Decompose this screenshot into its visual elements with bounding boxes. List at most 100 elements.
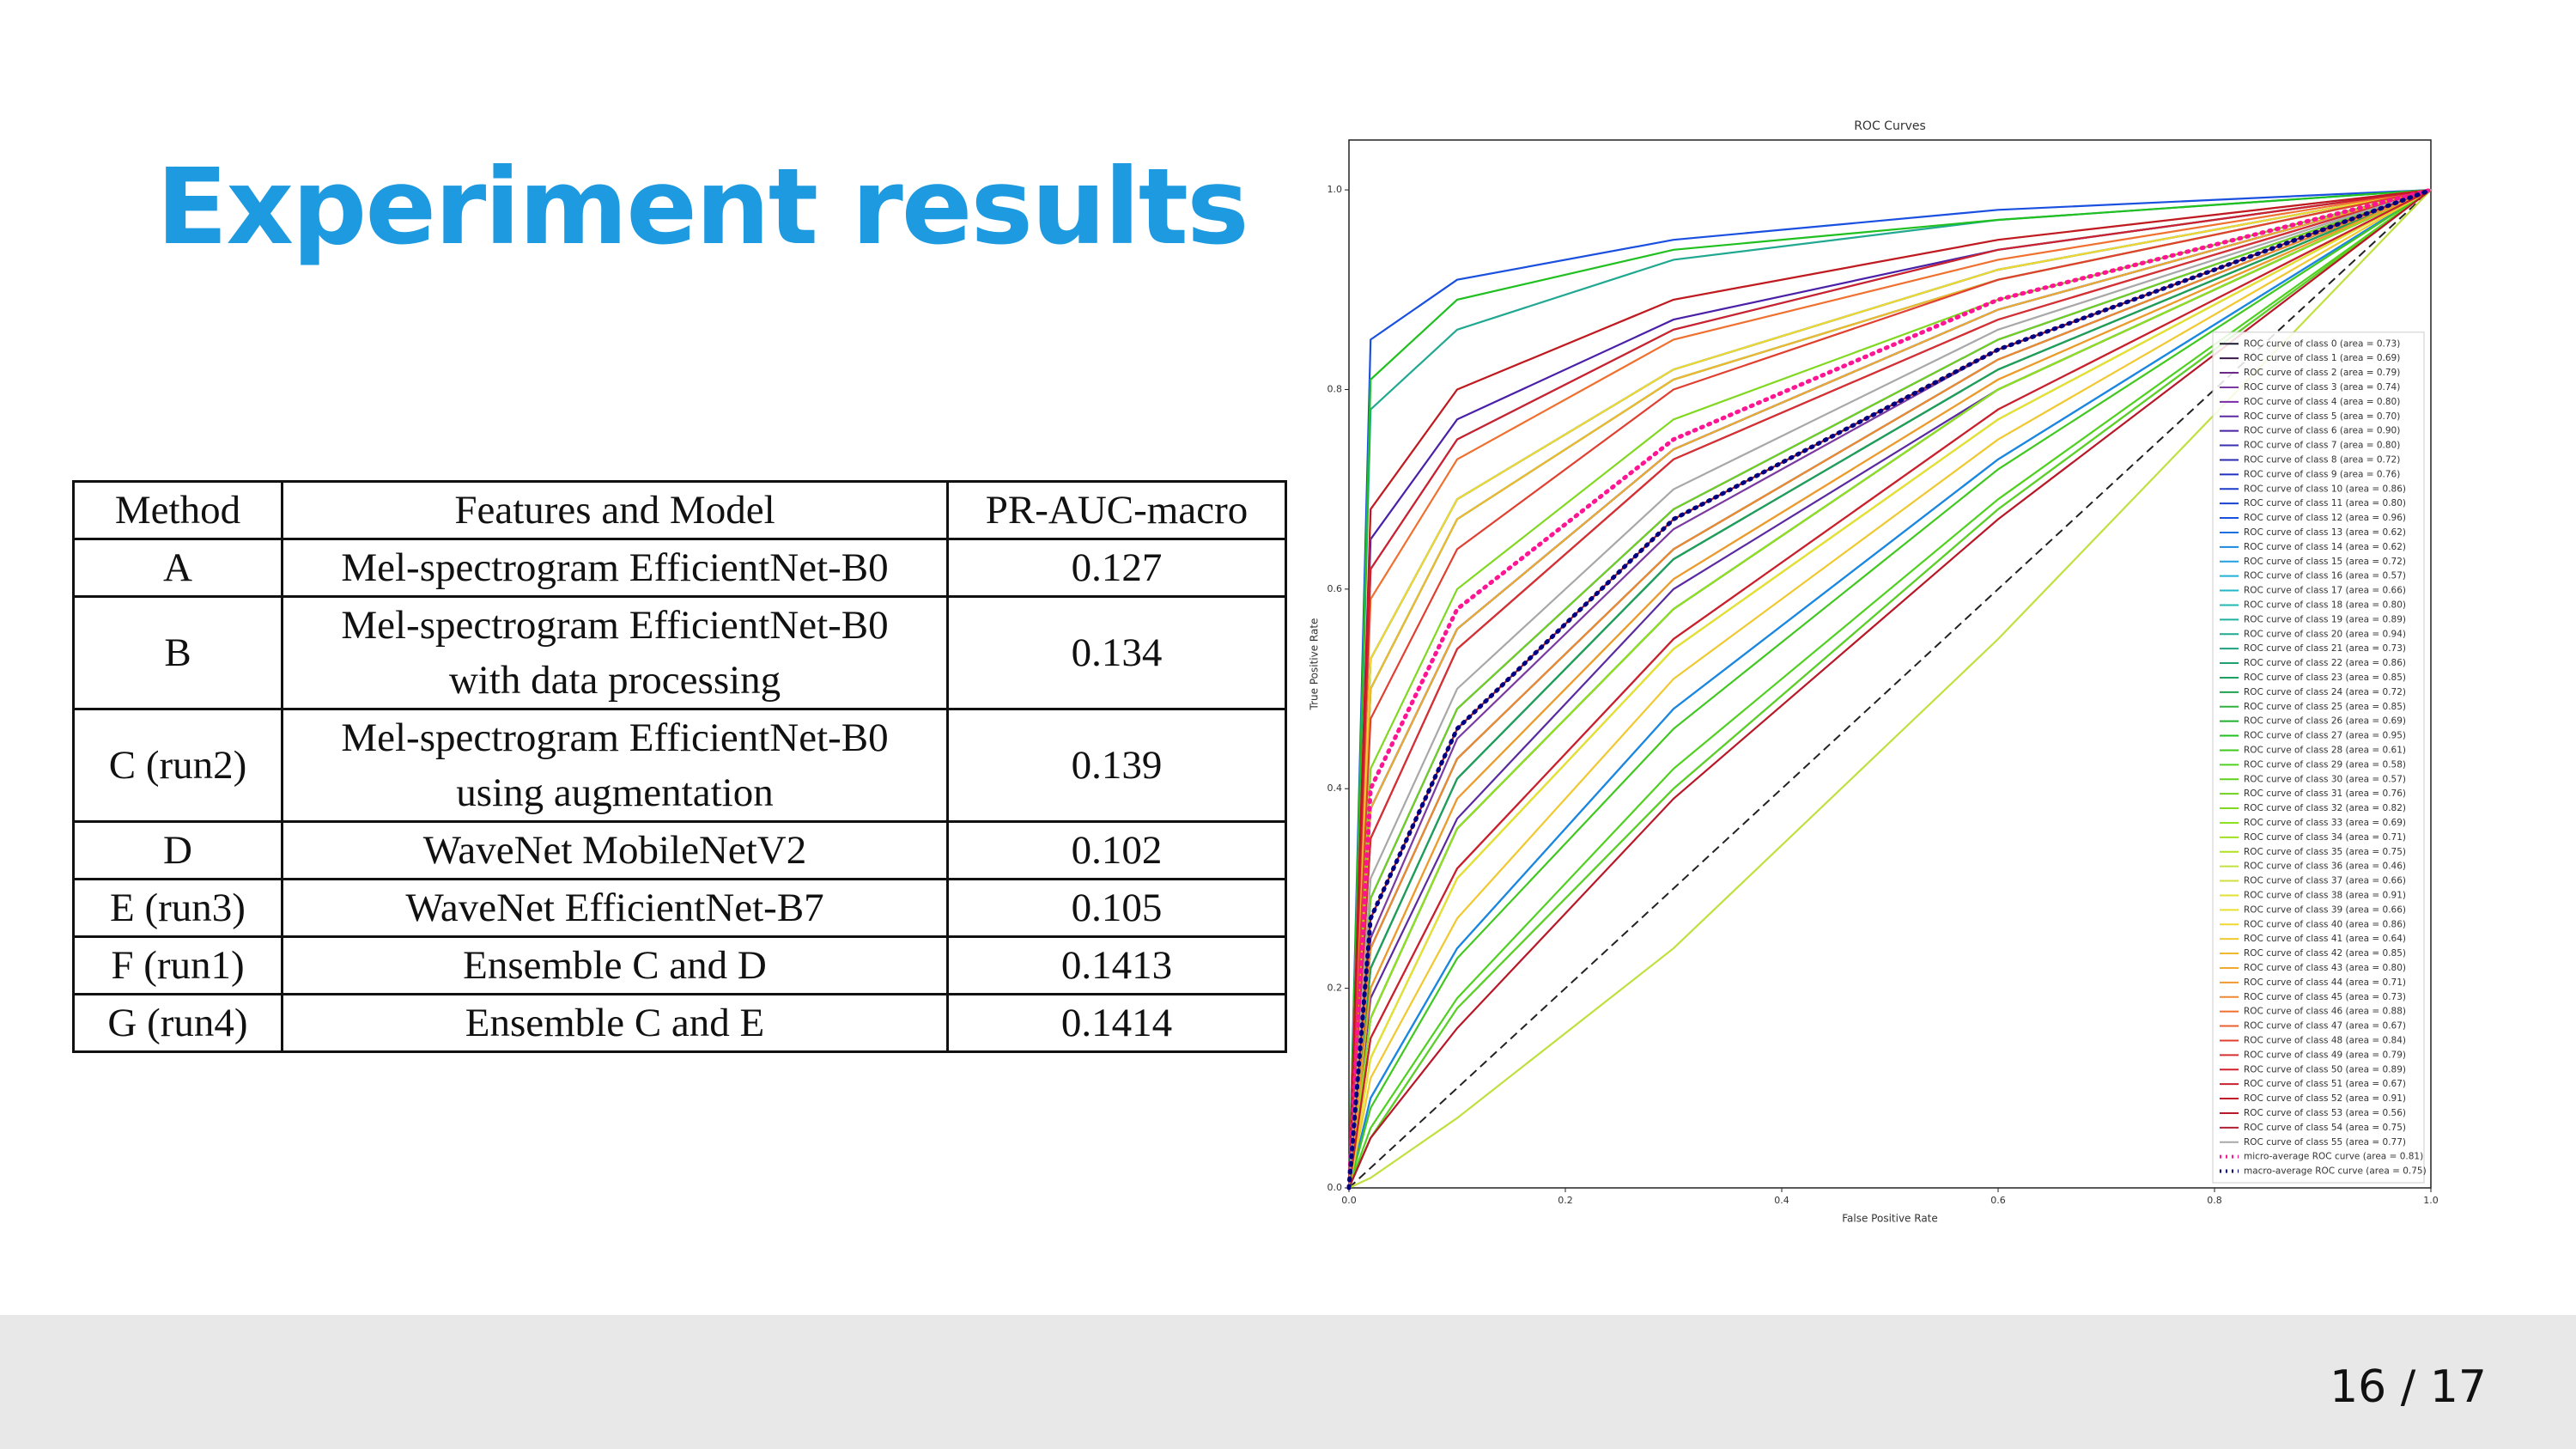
- table-cell: 0.102: [946, 820, 1287, 880]
- x-axis-label: False Positive Rate: [1842, 1213, 1938, 1225]
- table-cell: WaveNet EfficientNet-B7: [281, 878, 949, 938]
- x-tick-label: 1.0: [2423, 1195, 2439, 1206]
- legend-label: ROC curve of class 41 (area = 0.64): [2244, 934, 2406, 944]
- roc-curve: [1347, 189, 2433, 1190]
- legend-label: ROC curve of class 1 (area = 0.69): [2244, 353, 2400, 363]
- table-row: E (run3) WaveNet EfficientNet-B7 0.105: [72, 878, 1287, 938]
- legend-label: ROC curve of class 34 (area = 0.71): [2244, 832, 2406, 843]
- header-cell: Method: [72, 480, 283, 540]
- table-cell: 0.1413: [946, 935, 1287, 995]
- legend-label: ROC curve of class 5 (area = 0.70): [2244, 411, 2400, 422]
- table-cell: A: [72, 538, 283, 598]
- cell-line: Mel-spectrogram EfficientNet-B0: [341, 715, 889, 760]
- legend-label: ROC curve of class 4 (area = 0.80): [2244, 397, 2400, 407]
- legend-label: ROC curve of class 8 (area = 0.72): [2244, 454, 2400, 465]
- table-cell: Mel-spectrogram EfficientNet-B0 using aug…: [281, 708, 949, 823]
- y-tick-label: 0.6: [1327, 583, 1343, 594]
- cell-line: using augmentation: [456, 770, 774, 815]
- legend-label: ROC curve of class 15 (area = 0.72): [2244, 557, 2406, 567]
- legend-label: ROC curve of class 45 (area = 0.73): [2244, 992, 2406, 1002]
- legend-label: ROC curve of class 16 (area = 0.57): [2244, 571, 2406, 581]
- legend-label: macro-average ROC curve (area = 0.75): [2244, 1166, 2427, 1177]
- table-row: D WaveNet MobileNetV2 0.102: [72, 820, 1287, 880]
- roc-curve: [1347, 189, 2433, 1190]
- legend-label: ROC curve of class 27 (area = 0.95): [2244, 731, 2406, 741]
- page-number: 16 / 17: [2330, 1361, 2487, 1413]
- table-cell: 0.1414: [946, 993, 1287, 1053]
- table-cell: Mel-spectrogram EfficientNet-B0: [281, 538, 949, 598]
- table-cell: Mel-spectrogram EfficientNet-B0 with data…: [281, 595, 949, 710]
- legend-label: ROC curve of class 53 (area = 0.56): [2244, 1108, 2406, 1118]
- roc-chart: ROC Curves False Positive Rate True Positi…: [1309, 119, 2439, 1225]
- cell-line: Mel-spectrogram EfficientNet-B0: [341, 603, 889, 648]
- table-cell: F (run1): [72, 935, 283, 995]
- table-cell: Ensemble C and D: [281, 935, 949, 995]
- legend-label: ROC curve of class 36 (area = 0.46): [2244, 861, 2406, 872]
- header-cell: Features and Model: [281, 480, 949, 540]
- legend-label: ROC curve of class 32 (area = 0.82): [2244, 803, 2406, 813]
- roc-curve: [1346, 187, 2433, 1190]
- legend-label: ROC curve of class 33 (area = 0.69): [2244, 818, 2406, 828]
- legend-label: ROC curve of class 19 (area = 0.89): [2244, 614, 2406, 624]
- header-cell: PR-AUC-macro: [946, 480, 1287, 540]
- roc-curve: [1347, 189, 2433, 1190]
- legend-label: ROC curve of class 48 (area = 0.84): [2244, 1035, 2406, 1045]
- legend-label: ROC curve of class 46 (area = 0.88): [2244, 1007, 2406, 1017]
- roc-curve: [1347, 189, 2433, 1190]
- table-row: A Mel-spectrogram EfficientNet-B0 0.127: [72, 538, 1287, 598]
- cell-line: with data processing: [448, 658, 781, 703]
- roc-curve: [1347, 189, 2433, 1190]
- legend-label: ROC curve of class 40 (area = 0.86): [2244, 919, 2406, 929]
- roc-figure: ROC Curves False Positive Rate True Positi…: [1288, 103, 2456, 1232]
- legend-label: ROC curve of class 26 (area = 0.69): [2244, 716, 2406, 727]
- roc-curve: [1347, 189, 2433, 1190]
- footer: 16 / 17: [0, 1315, 2576, 1449]
- legend-label: ROC curve of class 43 (area = 0.80): [2244, 963, 2406, 973]
- legend-label: ROC curve of class 22 (area = 0.86): [2244, 658, 2406, 668]
- legend-label: ROC curve of class 52 (area = 0.91): [2244, 1093, 2406, 1104]
- legend-label: ROC curve of class 20 (area = 0.94): [2244, 629, 2406, 639]
- legend-label: ROC curve of class 14 (area = 0.62): [2244, 542, 2406, 552]
- roc-curve: [1347, 189, 2433, 1190]
- roc-curve: [1347, 189, 2433, 1190]
- legend-label: ROC curve of class 51 (area = 0.67): [2244, 1079, 2406, 1089]
- legend-label: ROC curve of class 24 (area = 0.72): [2244, 687, 2406, 697]
- roc-curve: [1347, 189, 2433, 1190]
- legend-label: ROC curve of class 7 (area = 0.80): [2244, 441, 2400, 451]
- table-body: A Mel-spectrogram EfficientNet-B0 0.127 B Me…: [72, 538, 1287, 1053]
- legend-label: ROC curve of class 30 (area = 0.57): [2244, 774, 2406, 784]
- legend-label: ROC curve of class 29 (area = 0.58): [2244, 759, 2406, 770]
- x-tick-label: 0.8: [2207, 1195, 2222, 1206]
- legend-label: ROC curve of class 44 (area = 0.71): [2244, 977, 2406, 988]
- legend-label: ROC curve of class 9 (area = 0.76): [2244, 469, 2400, 479]
- legend-label: ROC curve of class 3 (area = 0.74): [2244, 382, 2400, 393]
- x-tick-label: 0.4: [1774, 1195, 1789, 1206]
- table-cell: Ensemble C and E: [281, 993, 949, 1053]
- legend-label: ROC curve of class 39 (area = 0.66): [2244, 904, 2406, 915]
- y-axis-label: True Positive Rate: [1309, 618, 1321, 711]
- x-tick-label: 0.2: [1558, 1195, 1573, 1206]
- legend-label: ROC curve of class 18 (area = 0.80): [2244, 600, 2406, 610]
- legend-label: ROC curve of class 55 (area = 0.77): [2244, 1137, 2406, 1148]
- legend-label: ROC curve of class 28 (area = 0.61): [2244, 745, 2406, 755]
- header-row: Method Features and Model PR-AUC-macro: [72, 480, 1287, 540]
- table-row: C (run2) Mel-spectrogram EfficientNet-B0 u…: [72, 708, 1287, 823]
- table-cell: B: [72, 595, 283, 710]
- table-row: F (run1) Ensemble C and D 0.1413: [72, 935, 1287, 995]
- y-tick-label: 1.0: [1327, 184, 1343, 195]
- plot-frame: [1348, 139, 2432, 1189]
- legend-label: ROC curve of class 25 (area = 0.85): [2244, 702, 2406, 712]
- legend-label: ROC curve of class 6 (area = 0.90): [2244, 426, 2400, 436]
- legend-label: ROC curve of class 12 (area = 0.96): [2244, 513, 2406, 523]
- table-cell: 0.134: [946, 595, 1287, 710]
- table-cell: D: [72, 820, 283, 880]
- legend-label: ROC curve of class 35 (area = 0.75): [2244, 847, 2406, 857]
- table-cell: 0.127: [946, 538, 1287, 598]
- legend-label: ROC curve of class 42 (area = 0.85): [2244, 948, 2406, 959]
- results-table: Method Features and Model PR-AUC-macro A Me…: [72, 480, 1287, 1053]
- table-row: B Mel-spectrogram EfficientNet-B0 with dat…: [72, 595, 1287, 710]
- y-tick-label: 0.2: [1327, 983, 1343, 994]
- roc-curve: [1347, 189, 2433, 1190]
- legend-label: ROC curve of class 21 (area = 0.73): [2244, 643, 2406, 654]
